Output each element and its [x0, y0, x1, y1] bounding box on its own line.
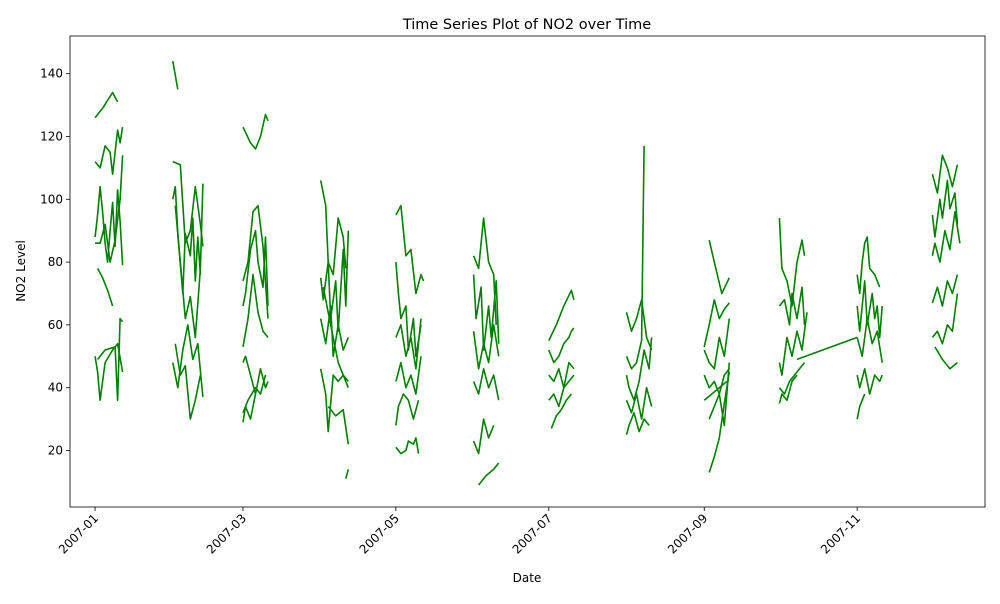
no2-series-segment — [472, 367, 500, 401]
no2-series-segment — [625, 411, 650, 436]
no2-series-segment — [856, 367, 883, 395]
no2-series-segment — [796, 336, 858, 361]
no2-series-segment — [625, 145, 645, 370]
chart-title: Time Series Plot of NO2 over Time — [402, 17, 651, 33]
plot-lines — [94, 60, 961, 486]
plot-frame — [69, 35, 986, 508]
y-tick-label: 80 — [48, 255, 63, 269]
y-tick-label: 140 — [40, 67, 63, 81]
no2-series-segment — [472, 324, 500, 370]
no2-series-segment — [472, 217, 497, 325]
no2-series-segment — [931, 179, 959, 238]
no2-series-segment — [472, 418, 495, 455]
no2-series-segment — [856, 280, 883, 339]
x-tick-label: 2007-03 — [204, 511, 249, 556]
no2-series-segment — [708, 371, 731, 473]
x-tick-label: 2007-09 — [665, 511, 710, 556]
x-axis: 2007-01 2007-03 2007-05 2007-07 2007-09 2007-… — [56, 507, 863, 557]
no2-series-segment — [96, 268, 114, 307]
no2-series-segment — [548, 374, 575, 408]
y-tick-label: 120 — [40, 129, 63, 143]
y-axis-label: NO2 Level — [14, 240, 28, 302]
no2-series-segment — [395, 318, 422, 370]
no2-series-segment — [172, 60, 179, 90]
no2-series-segment — [172, 160, 204, 247]
no2-series-segment — [703, 380, 728, 401]
y-tick-label: 60 — [48, 318, 63, 332]
no2-series-segment — [319, 180, 347, 276]
no2-series-segment — [395, 437, 420, 455]
no2-series-segment — [94, 91, 119, 119]
no2-series-segment — [174, 183, 204, 339]
no2-series-segment — [242, 374, 267, 414]
x-tick-label: 2007-05 — [357, 511, 402, 556]
no2-series-segment — [625, 386, 653, 420]
no2-series-segment — [172, 324, 204, 398]
no2-series-segment — [778, 374, 798, 404]
no2-series-segment — [327, 406, 350, 445]
no2-series-segment — [94, 342, 124, 402]
no2-series-segment — [703, 318, 731, 370]
no2-series-segment — [931, 211, 961, 263]
no2-series-segment — [548, 327, 575, 364]
no2-series-segment — [477, 462, 500, 486]
no2-series-segment — [319, 368, 349, 433]
x-tick-label: 2007-11 — [818, 511, 863, 556]
no2-series-segment — [708, 239, 731, 295]
x-tick-label: 2007-07 — [510, 511, 555, 556]
no2-series-segment — [242, 113, 269, 150]
no2-series-segment — [931, 274, 959, 307]
no2-series-segment — [708, 362, 731, 427]
no2-series-segment — [395, 356, 422, 395]
no2-series-segment — [242, 273, 269, 348]
no2-series-segment — [95, 155, 124, 263]
no2-series-segment — [548, 289, 575, 341]
no2-series-segment — [395, 393, 420, 426]
no2-series-segment — [550, 393, 573, 429]
no2-series-segment — [242, 393, 257, 423]
y-tick-label: 40 — [48, 381, 63, 395]
x-axis-label: Date — [513, 571, 542, 585]
no2-series-segment — [703, 298, 730, 348]
no2-series-segment — [625, 298, 653, 351]
no2-series-segment — [319, 305, 350, 358]
no2-series-segment — [548, 361, 575, 389]
x-tick-label: 2007-01 — [56, 511, 101, 556]
no2-series-segment — [778, 218, 806, 307]
no2-series-segment — [345, 469, 350, 479]
no2-series-segment — [856, 317, 883, 363]
no2-series-segment — [778, 286, 806, 326]
no2-series-segment — [778, 312, 808, 376]
no2-series-segment — [931, 293, 959, 345]
no2-series-segment — [934, 346, 958, 370]
no2-series-segment — [174, 343, 202, 420]
y-tick-label: 20 — [48, 443, 63, 457]
no2-series-segment — [319, 230, 350, 333]
no2-series-segment — [856, 236, 881, 295]
no2-series-segment — [395, 204, 425, 295]
no2-series-segment — [242, 355, 269, 395]
no2-series-segment — [172, 185, 202, 295]
no2-series-segment — [625, 337, 653, 402]
no2-series-segment — [242, 229, 269, 307]
y-tick-label: 100 — [40, 192, 63, 206]
no2-series-segment — [94, 185, 124, 266]
no2-series-segment — [703, 368, 730, 395]
no2-series-segment — [931, 154, 959, 194]
no2-series-segment — [96, 317, 124, 402]
no2-series-segment — [856, 393, 866, 420]
no2-series-segment — [395, 262, 422, 358]
no2-series-segment — [472, 274, 500, 351]
no2-series-segment — [94, 126, 124, 175]
no2-series-segment — [778, 362, 806, 395]
y-axis: 20 40 60 80 100 120 140 — [40, 67, 70, 457]
